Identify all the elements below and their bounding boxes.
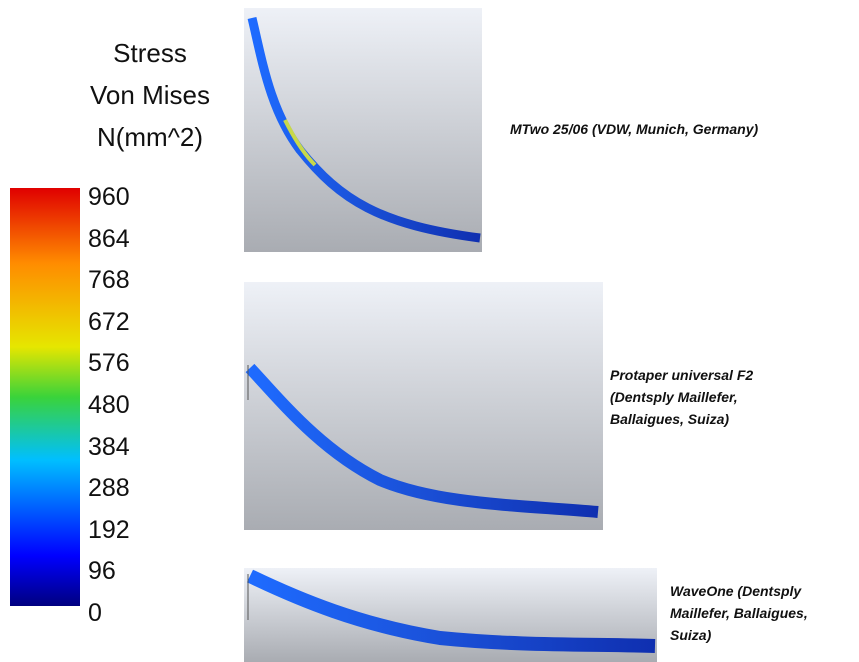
caption: (Dentsply Maillefer, [610, 389, 738, 405]
caption: Ballaigues, Suiza) [610, 411, 730, 427]
legend-tick-label: 672 [88, 307, 130, 336]
legend-tick-label: 768 [88, 266, 130, 295]
legend-tick-label: 480 [88, 391, 130, 419]
colorbar [10, 188, 80, 606]
panel-image [244, 8, 482, 252]
legend-tick-label: 960 [88, 183, 130, 211]
legend-title: Stress [113, 38, 187, 68]
legend-tick-label: 96 [88, 557, 116, 586]
legend-tick-label: 288 [88, 474, 130, 503]
caption: Maillefer, Ballaigues, [670, 605, 808, 621]
file-shape [246, 569, 656, 653]
legend-title: Von Mises [90, 80, 210, 110]
legend-tick-label: 864 [88, 224, 130, 253]
legend-tick-label: 384 [88, 432, 130, 461]
caption: MTwo 25/06 (VDW, Munich, Germany) [510, 121, 759, 137]
legend-tick-label: 576 [88, 349, 130, 378]
legend-tick-label: 192 [88, 515, 130, 544]
caption: WaveOne (Dentsply [670, 583, 802, 599]
caption: Suiza) [670, 627, 712, 643]
legend-tick-label: 0 [88, 599, 102, 627]
legend-title: N(mm^2) [96, 122, 204, 152]
file-shape [245, 363, 599, 518]
caption: Protaper universal F2 [610, 367, 754, 383]
stress-highlight [283, 119, 317, 167]
